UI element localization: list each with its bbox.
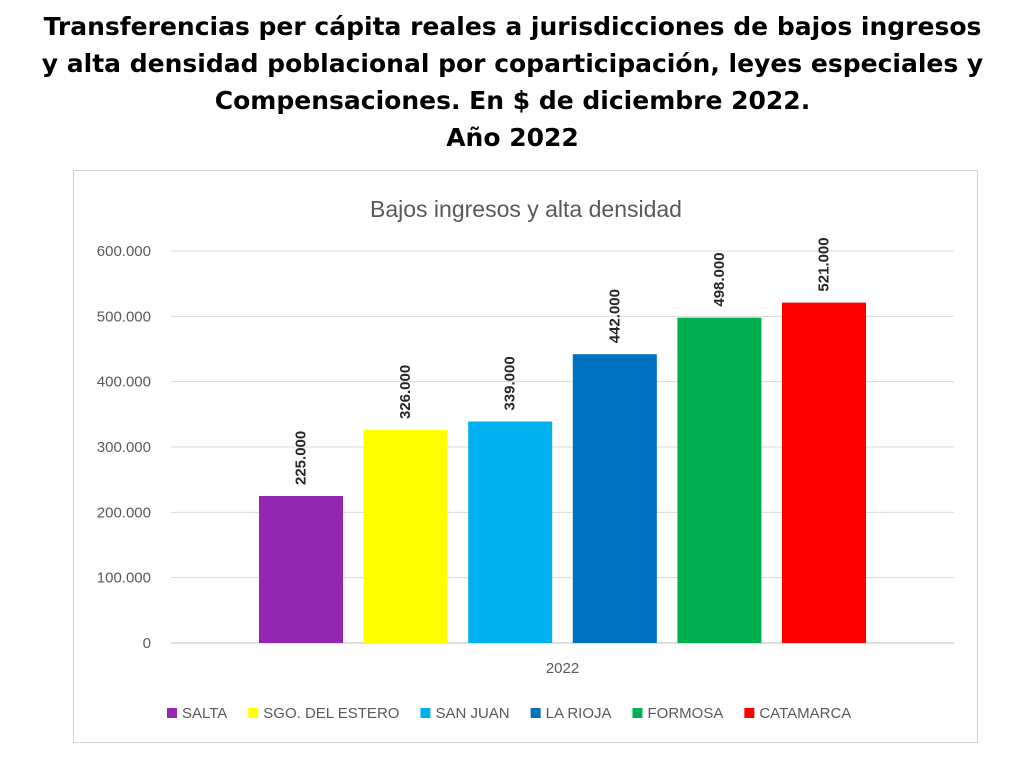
chart-title: Bajos ingresos y alta densidad <box>370 196 682 222</box>
bar <box>782 302 866 643</box>
data-label: 326.000 <box>397 365 414 419</box>
chart-area: Bajos ingresos y alta densidad 0 100.000 2… <box>73 170 978 743</box>
y-tick-label: 200.000 <box>97 504 151 521</box>
y-tick-label: 100.000 <box>97 570 151 587</box>
bar <box>259 496 343 643</box>
legend-label: SAN JUAN <box>435 705 509 722</box>
heading-line-1: Transferencias per cápita reales a juris… <box>43 12 982 41</box>
legend-swatch <box>420 708 431 718</box>
legend-label: FORMOSA <box>648 705 724 722</box>
legend-label: SGO. DEL ESTERO <box>263 705 399 722</box>
heading-line-4: Año 2022 <box>446 123 579 152</box>
bar <box>363 430 448 643</box>
data-label: 225.000 <box>293 431 310 485</box>
data-label: 498.000 <box>711 252 728 306</box>
data-label: 339.000 <box>502 356 519 410</box>
data-label: 442.000 <box>606 289 623 343</box>
heading-line-2: y alta densidad poblacional por copartic… <box>41 49 984 78</box>
legend-swatch <box>530 708 541 718</box>
legend-label: LA RIOJA <box>546 705 612 722</box>
legend-label: CATAMARCA <box>759 705 851 722</box>
bar-chart: Bajos ingresos y alta densidad 0 100.000 2… <box>97 196 954 722</box>
heading-line-3: Compensaciones. En $ de diciembre 2022. <box>214 86 811 115</box>
legend-swatch <box>744 708 755 718</box>
legend-swatch <box>248 708 259 718</box>
legend-label: SALTA <box>182 705 227 722</box>
y-tick-label: 600.000 <box>97 243 151 260</box>
y-tick-label: 400.000 <box>97 374 151 391</box>
bar <box>677 317 762 643</box>
y-tick-label: 0 <box>143 635 151 652</box>
x-tick-label: 2022 <box>546 660 579 677</box>
y-tick-label: 300.000 <box>97 439 151 456</box>
page-heading: Transferencias per cápita reales a juris… <box>0 8 1025 156</box>
data-label: 521.000 <box>816 237 833 291</box>
legend-swatch <box>632 708 643 718</box>
y-tick-label: 500.000 <box>97 308 151 325</box>
bar <box>572 354 657 643</box>
legend-swatch <box>167 708 177 718</box>
bar <box>468 421 553 643</box>
